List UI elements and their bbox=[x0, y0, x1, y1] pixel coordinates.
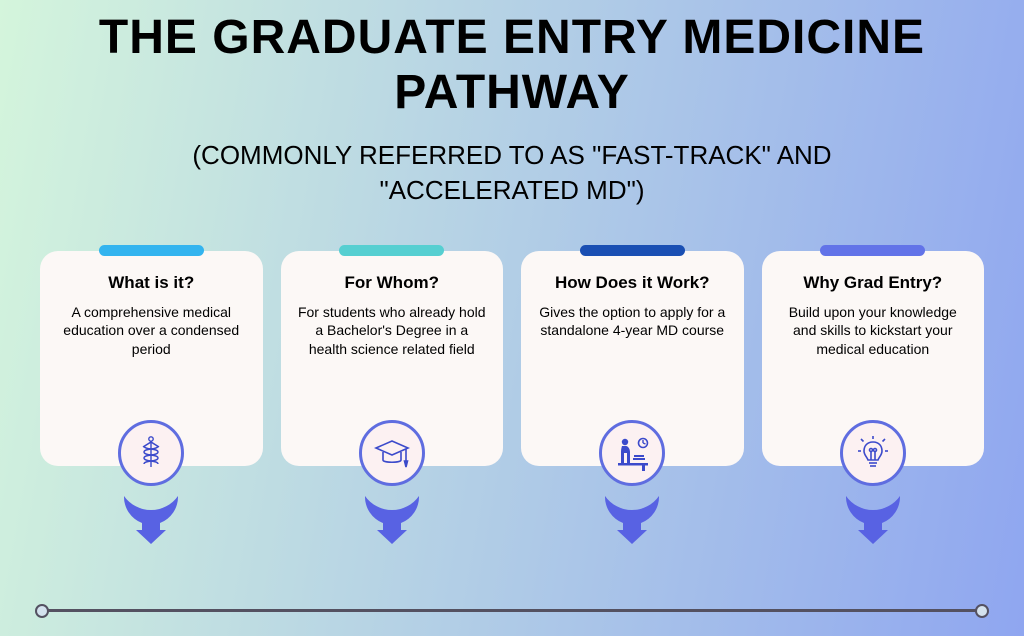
card-title: How Does it Work? bbox=[535, 273, 730, 293]
main-title: THE GRADUATE ENTRY MEDICINE PATHWAY bbox=[40, 10, 984, 120]
card-title: For Whom? bbox=[295, 273, 490, 293]
card: What is it? A comprehensive medical educa… bbox=[40, 245, 263, 466]
card-body: Why Grad Entry? Build upon your knowledge… bbox=[762, 251, 985, 466]
card-icon-circle bbox=[840, 420, 906, 486]
subtitle: (COMMONLY REFERRED TO AS "FAST-TRACK" AN… bbox=[132, 138, 892, 208]
card-title: Why Grad Entry? bbox=[776, 273, 971, 293]
cards-row: What is it? A comprehensive medical educa… bbox=[40, 245, 984, 466]
card-pointer bbox=[359, 478, 425, 544]
card-pointer bbox=[118, 478, 184, 544]
timeline-line bbox=[40, 609, 984, 612]
card-text: Gives the option to apply for a standalo… bbox=[535, 303, 730, 341]
card-pointer bbox=[599, 478, 665, 544]
card-tab bbox=[820, 245, 925, 256]
graduation-icon bbox=[372, 433, 412, 473]
card: For Whom? For students who already hold a… bbox=[281, 245, 504, 466]
card-title: What is it? bbox=[54, 273, 249, 293]
card: Why Grad Entry? Build upon your knowledge… bbox=[762, 245, 985, 466]
card-body: What is it? A comprehensive medical educa… bbox=[40, 251, 263, 466]
card: How Does it Work? Gives the option to app… bbox=[521, 245, 744, 466]
card-body: How Does it Work? Gives the option to app… bbox=[521, 251, 744, 466]
card-icon-circle bbox=[118, 420, 184, 486]
caduceus-icon bbox=[131, 433, 171, 473]
card-text: A comprehensive medical education over a… bbox=[54, 303, 249, 360]
card-pointer bbox=[840, 478, 906, 544]
card-tab bbox=[580, 245, 685, 256]
card-body: For Whom? For students who already hold a… bbox=[281, 251, 504, 466]
card-text: Build upon your knowledge and skills to … bbox=[776, 303, 971, 360]
study-icon bbox=[612, 433, 652, 473]
idea-icon bbox=[853, 433, 893, 473]
card-icon-circle bbox=[359, 420, 425, 486]
card-icon-circle bbox=[599, 420, 665, 486]
card-tab bbox=[339, 245, 444, 256]
card-tab bbox=[99, 245, 204, 256]
card-text: For students who already hold a Bachelor… bbox=[295, 303, 490, 360]
